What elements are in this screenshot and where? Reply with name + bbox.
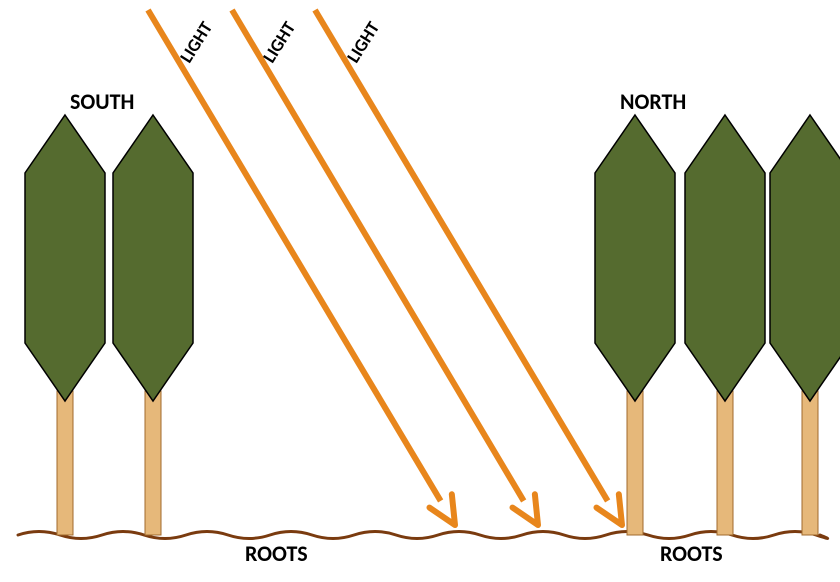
light-arrow-shaft [315,10,608,501]
tree-trunk [717,391,733,535]
tree-trunk [802,391,818,535]
label-roots-right: ROOTS [660,540,723,567]
label-roots-left: ROOTS [245,540,308,567]
tree-canopy [25,115,105,401]
tree-canopy [113,115,193,401]
tree-canopy [595,115,675,401]
label-south: SOUTH [70,88,134,115]
light-arrow-shaft [232,10,524,501]
tree-canopy [685,115,765,401]
tree-trunk [145,391,161,535]
tree-trunk [627,391,643,535]
tree-trunk [57,391,73,535]
ground-line [18,532,828,539]
label-north: NORTH [620,88,686,115]
tree-canopy [770,115,840,401]
diagram-stage: SOUTH NORTH ROOTS ROOTS LIGHT LIGHT LIGH… [0,0,840,582]
